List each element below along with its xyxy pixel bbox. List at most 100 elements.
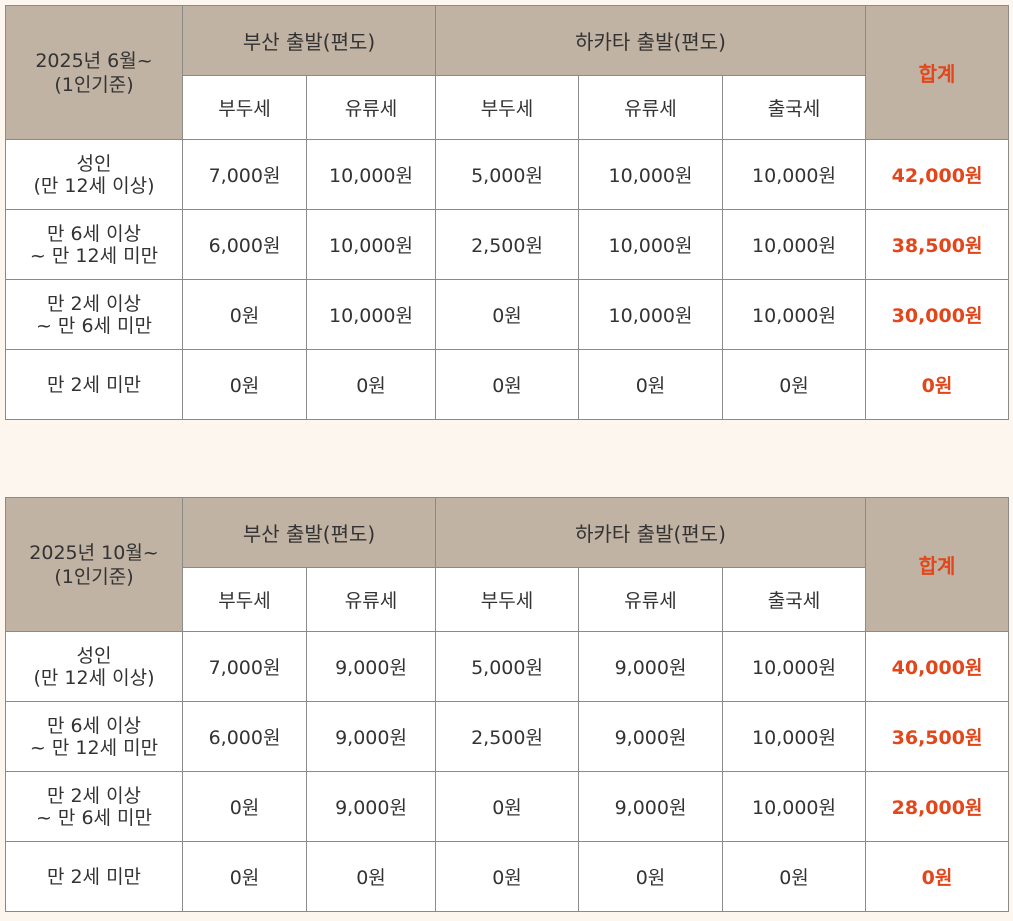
table-cell: 10,000원 [721, 139, 867, 210]
table-cell: 0원 [721, 349, 867, 420]
total-cell: 36,500원 [865, 701, 1010, 772]
row-label-line2: (만 12세 이상) [33, 666, 155, 689]
table-cell: 7,000원 [182, 631, 307, 702]
table-row: 만 2세 이상 ~ 만 6세 미만 0원 10,000원 0원 10,000원 … [5, 279, 1010, 350]
table-cell: 0원 [182, 771, 307, 842]
table-cell: 0원 [435, 841, 579, 912]
table-row: 성인 (만 12세 이상) 7,000원 9,000원 5,000원 9,000… [5, 631, 1010, 702]
sub-header-port-tax: 부두세 [435, 567, 579, 632]
table-cell: 10,000원 [306, 139, 436, 210]
busan-departure-header: 부산 출발(편도) [182, 5, 436, 76]
basis-label: (1인기준) [54, 565, 134, 588]
table-cell: 7,000원 [182, 139, 307, 210]
sub-header-departure-tax: 출국세 [721, 567, 867, 632]
row-label-line2: ~ 만 6세 미만 [35, 314, 153, 337]
busan-departure-header: 부산 출발(편도) [182, 497, 436, 568]
row-label: 성인 (만 12세 이상) [5, 139, 183, 210]
row-label: 만 2세 이상 ~ 만 6세 미만 [5, 279, 183, 350]
row-label-line2: (만 12세 이상) [33, 174, 155, 197]
total-cell: 28,000원 [865, 771, 1010, 842]
row-label-line1: 성인 [76, 644, 112, 667]
total-header: 합계 [865, 497, 1010, 632]
table-cell: 10,000원 [578, 209, 723, 280]
total-cell: 38,500원 [865, 209, 1010, 280]
period-header: 2025년 10월~ (1인기준) [5, 497, 183, 632]
row-label-line1: 만 6세 이상 [46, 222, 142, 245]
row-label: 만 6세 이상 ~ 만 12세 미만 [5, 701, 183, 772]
row-label: 만 6세 이상 ~ 만 12세 미만 [5, 209, 183, 280]
table-row: 만 2세 미만 0원 0원 0원 0원 0원 0원 [5, 349, 1010, 420]
total-cell: 0원 [865, 349, 1010, 420]
row-label-line1: 만 2세 미만 [46, 373, 142, 396]
total-cell: 40,000원 [865, 631, 1010, 702]
sub-header-port-tax: 부두세 [182, 567, 307, 632]
table-cell: 6,000원 [182, 701, 307, 772]
sub-header-fuel-tax: 유류세 [578, 567, 723, 632]
table-cell: 0원 [435, 771, 579, 842]
table-cell: 9,000원 [306, 771, 436, 842]
table-row: 성인 (만 12세 이상) 7,000원 10,000원 5,000원 10,0… [5, 139, 1010, 210]
row-label-line1: 만 6세 이상 [46, 714, 142, 737]
table-cell: 5,000원 [435, 631, 579, 702]
sub-header-fuel-tax: 유류세 [578, 75, 723, 140]
table-cell: 0원 [721, 841, 867, 912]
table-cell: 10,000원 [721, 771, 867, 842]
row-label: 만 2세 이상 ~ 만 6세 미만 [5, 771, 183, 842]
table-cell: 6,000원 [182, 209, 307, 280]
row-label-line1: 만 2세 이상 [46, 292, 142, 315]
table-cell: 2,500원 [435, 209, 579, 280]
row-label-line1: 만 2세 미만 [46, 865, 142, 888]
table-cell: 0원 [435, 349, 579, 420]
table-cell: 9,000원 [306, 631, 436, 702]
sub-header-departure-tax: 출국세 [721, 75, 867, 140]
table-row: 만 2세 미만 0원 0원 0원 0원 0원 0원 [5, 841, 1010, 912]
row-label: 만 2세 미만 [5, 349, 183, 420]
table-cell: 10,000원 [721, 209, 867, 280]
table-cell: 0원 [435, 279, 579, 350]
table-cell: 10,000원 [721, 631, 867, 702]
table-cell: 0원 [182, 349, 307, 420]
table-cell: 0원 [182, 279, 307, 350]
table-cell: 0원 [182, 841, 307, 912]
sub-header-port-tax: 부두세 [182, 75, 307, 140]
table-cell: 10,000원 [306, 279, 436, 350]
sub-header-fuel-tax: 유류세 [306, 567, 436, 632]
table-cell: 10,000원 [306, 209, 436, 280]
table-cell: 0원 [306, 349, 436, 420]
table-cell: 2,500원 [435, 701, 579, 772]
table-row: 만 6세 이상 ~ 만 12세 미만 6,000원 9,000원 2,500원 … [5, 701, 1010, 772]
hakata-departure-header: 하카타 출발(편도) [434, 497, 867, 568]
row-label-line2: ~ 만 6세 미만 [35, 806, 153, 829]
sub-header-port-tax: 부두세 [435, 75, 579, 140]
table-cell: 9,000원 [578, 631, 723, 702]
table-cell: 10,000원 [721, 279, 867, 350]
sub-header-fuel-tax: 유류세 [306, 75, 436, 140]
table-cell: 10,000원 [578, 139, 723, 210]
basis-label: (1인기준) [54, 73, 134, 96]
row-label-line2: ~ 만 12세 미만 [29, 244, 159, 267]
total-cell: 0원 [865, 841, 1010, 912]
row-label: 만 2세 미만 [5, 841, 183, 912]
row-label: 성인 (만 12세 이상) [5, 631, 183, 702]
row-label-line1: 만 2세 이상 [46, 784, 142, 807]
table-cell: 9,000원 [578, 771, 723, 842]
table-row: 만 6세 이상 ~ 만 12세 미만 6,000원 10,000원 2,500원… [5, 209, 1010, 280]
period-header: 2025년 6월~ (1인기준) [5, 5, 183, 140]
fare-table-june: 2025년 6월~ (1인기준) 부산 출발(편도) 하카타 출발(편도) 합계… [5, 5, 1010, 420]
hakata-departure-header: 하카타 출발(편도) [434, 5, 867, 76]
table-cell: 10,000원 [721, 701, 867, 772]
table-cell: 9,000원 [306, 701, 436, 772]
total-cell: 42,000원 [865, 139, 1010, 210]
row-label-line2: ~ 만 12세 미만 [29, 736, 159, 759]
table-cell: 9,000원 [578, 701, 723, 772]
table-cell: 0원 [578, 841, 723, 912]
table-cell: 0원 [306, 841, 436, 912]
table-cell: 0원 [578, 349, 723, 420]
period-label: 2025년 6월~ [35, 49, 153, 72]
table-row: 만 2세 이상 ~ 만 6세 미만 0원 9,000원 0원 9,000원 10… [5, 771, 1010, 842]
total-cell: 30,000원 [865, 279, 1010, 350]
table-cell: 10,000원 [578, 279, 723, 350]
period-label: 2025년 10월~ [29, 541, 159, 564]
row-label-line1: 성인 [76, 152, 112, 175]
table-cell: 5,000원 [435, 139, 579, 210]
